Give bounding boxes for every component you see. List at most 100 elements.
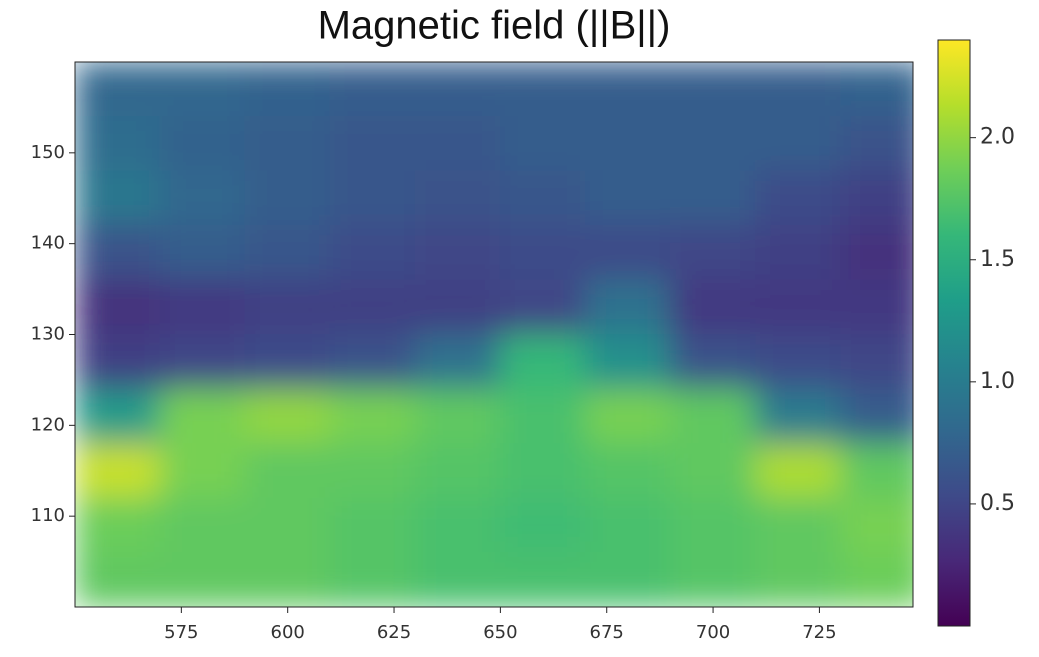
heatmap-cell: [499, 443, 586, 499]
heatmap-cell: [244, 334, 331, 390]
heatmap-cell: [329, 225, 416, 281]
heatmap-cell: [414, 388, 501, 444]
heatmap-cell: [499, 334, 586, 390]
colorbar-tick-label: 1.0: [980, 369, 1015, 394]
heatmap-cell: [75, 62, 161, 117]
heatmap-cell: [755, 334, 842, 390]
heatmap-cell: [75, 552, 161, 607]
heatmap-cell: [755, 443, 842, 499]
heatmap-cell: [329, 552, 416, 607]
heatmap-cell: [499, 497, 586, 553]
heatmap-cell: [584, 116, 672, 172]
heatmap-cell: [755, 279, 842, 335]
heatmap-cell: [414, 552, 501, 607]
heatmap-cell: [414, 497, 501, 553]
heatmap-cell: [584, 225, 672, 281]
chart-title: Magnetic field (||B||): [318, 4, 671, 48]
heatmap-cell: [244, 279, 331, 335]
heatmap-cell: [840, 225, 913, 281]
heatmap-cell: [670, 552, 757, 607]
heatmap-cell: [840, 388, 913, 444]
heatmap: [75, 62, 913, 607]
heatmap-cell: [414, 170, 501, 226]
heatmap-cell: [414, 279, 501, 335]
heatmap-cell: [840, 552, 913, 607]
x-tick-label: 725: [802, 622, 836, 643]
heatmap-cell: [840, 170, 913, 226]
x-tick-label: 600: [271, 622, 305, 643]
heatmap-cell: [755, 552, 842, 607]
x-tick-label: 675: [590, 622, 624, 643]
heatmap-cell: [329, 388, 416, 444]
heatmap-cell: [329, 334, 416, 390]
heatmap-cell: [840, 62, 913, 117]
heatmap-cell: [670, 443, 757, 499]
heatmap-cell: [584, 279, 672, 335]
heatmap-cell: [329, 170, 416, 226]
heatmap-cell: [159, 552, 246, 607]
heatmap-cell: [584, 388, 672, 444]
heatmap-cell: [840, 116, 913, 172]
heatmap-cell: [159, 225, 246, 281]
heatmap-cell: [499, 279, 586, 335]
heatmap-cell: [584, 334, 672, 390]
y-tick-label: 110: [31, 505, 65, 526]
heatmap-cell: [755, 62, 842, 117]
heatmap-cell: [840, 443, 913, 499]
heatmap-cell: [159, 279, 246, 335]
heatmap-cell: [584, 552, 672, 607]
heatmap-cell: [159, 334, 246, 390]
heatmap-cell: [244, 388, 331, 444]
heatmap-cell: [584, 497, 672, 553]
heatmap-cell: [414, 116, 501, 172]
heatmap-cell: [499, 116, 586, 172]
heatmap-cell: [670, 388, 757, 444]
heatmap-cell: [244, 443, 331, 499]
heatmap-cell: [414, 62, 501, 117]
heatmap-cell: [159, 116, 246, 172]
heatmap-cell: [75, 388, 161, 444]
heatmap-cell: [414, 443, 501, 499]
heatmap-cell: [499, 552, 586, 607]
heatmap-cell: [244, 170, 331, 226]
heatmap-cell: [329, 497, 416, 553]
heatmap-cell: [329, 443, 416, 499]
heatmap-cell: [414, 225, 501, 281]
heatmap-cell: [75, 279, 161, 335]
plot-area: [75, 62, 913, 607]
heatmap-cell: [755, 170, 842, 226]
heatmap-cell: [499, 62, 586, 117]
heatmap-cell: [755, 497, 842, 553]
heatmap-cell: [244, 497, 331, 553]
heatmap-cell: [244, 552, 331, 607]
heatmap-cell: [329, 279, 416, 335]
heatmap-cell: [244, 225, 331, 281]
x-tick-label: 700: [696, 622, 730, 643]
heatmap-cell: [499, 388, 586, 444]
heatmap-cell: [329, 62, 416, 117]
heatmap-cell: [75, 225, 161, 281]
heatmap-cell: [584, 62, 672, 117]
heatmap-cell: [670, 497, 757, 553]
heatmap-cell: [670, 116, 757, 172]
heatmap-cell: [755, 388, 842, 444]
heatmap-cell: [670, 334, 757, 390]
y-tick-label: 140: [31, 233, 65, 254]
heatmap-cell: [584, 443, 672, 499]
heatmap-cell: [499, 170, 586, 226]
heatmap-cell: [159, 170, 246, 226]
heatmap-cell: [755, 116, 842, 172]
heatmap-cell: [670, 62, 757, 117]
heatmap-cell: [670, 225, 757, 281]
heatmap-cell: [584, 170, 672, 226]
heatmap-cell: [75, 497, 161, 553]
x-tick-label: 575: [164, 622, 198, 643]
heatmap-cell: [75, 334, 161, 390]
heatmap-cell: [244, 116, 331, 172]
y-tick-label: 150: [31, 142, 65, 163]
heatmap-cell: [159, 62, 246, 117]
heatmap-cell: [75, 443, 161, 499]
heatmap-cell: [755, 225, 842, 281]
